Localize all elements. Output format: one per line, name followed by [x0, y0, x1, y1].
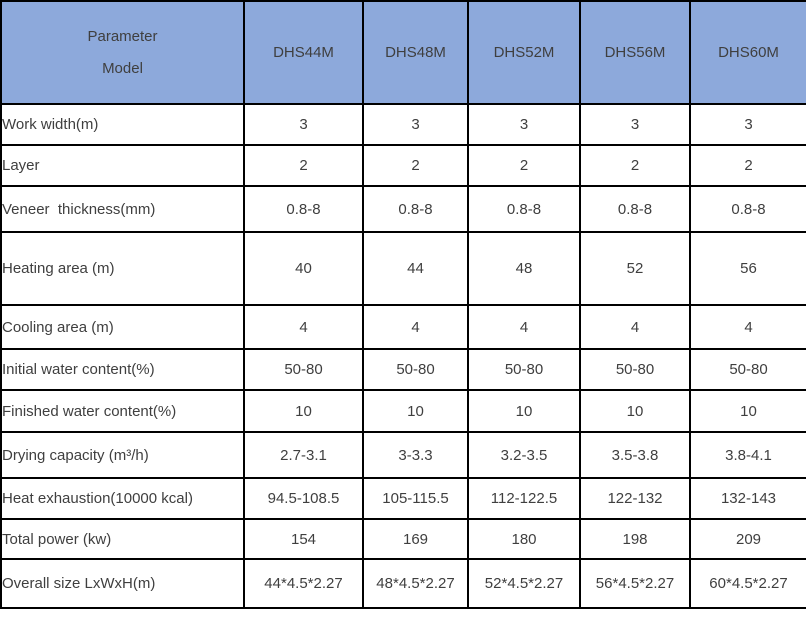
cell-value: 52 [579, 231, 691, 306]
row-label: Drying capacity (m³/h) [0, 431, 245, 479]
cell-value: 3 [243, 103, 364, 146]
cell-value: 169 [362, 518, 469, 560]
cell-value: 180 [467, 518, 581, 560]
cell-value: 3-3.3 [362, 431, 469, 479]
cell-value: 2 [579, 144, 691, 187]
table-row-heating-area: Heating area (m) 40 44 48 52 56 [0, 231, 806, 306]
cell-value: 50-80 [243, 348, 364, 391]
cell-value: 10 [579, 389, 691, 433]
cell-value: 132-143 [689, 477, 806, 520]
table-row-cooling-area: Cooling area (m) 4 4 4 4 4 [0, 304, 806, 350]
corner-parameter-label: Parameter [87, 27, 158, 45]
cell-value: 10 [467, 389, 581, 433]
cell-value: 10 [243, 389, 364, 433]
cell-value: 4 [362, 304, 469, 350]
cell-value: 10 [362, 389, 469, 433]
table-row-heat-exhaustion: Heat exhaustion(10000 kcal) 94.5-108.5 1… [0, 477, 806, 520]
table-header-row: Parameter Model DHS44M DHS48M DHS52M DHS… [0, 0, 806, 105]
model-header-dhs48m: DHS48M [362, 0, 469, 105]
cell-value: 3.8-4.1 [689, 431, 806, 479]
cell-value: 4 [579, 304, 691, 350]
cell-value: 44*4.5*2.27 [243, 558, 364, 609]
cell-value: 3 [579, 103, 691, 146]
cell-value: 122-132 [579, 477, 691, 520]
corner-stack: Parameter Model [3, 21, 242, 85]
cell-value: 56 [689, 231, 806, 306]
corner-model-label: Model [102, 59, 143, 77]
cell-value: 3 [467, 103, 581, 146]
row-label: Cooling area (m) [0, 304, 245, 350]
cell-value: 48 [467, 231, 581, 306]
row-label: Work width(m) [0, 103, 245, 146]
cell-value: 3 [689, 103, 806, 146]
cell-value: 3.2-3.5 [467, 431, 581, 479]
cell-value: 0.8-8 [689, 185, 806, 233]
cell-value: 198 [579, 518, 691, 560]
row-label: Veneer thickness(mm) [0, 185, 245, 233]
cell-value: 154 [243, 518, 364, 560]
row-label: Initial water content(%) [0, 348, 245, 391]
cell-value: 50-80 [689, 348, 806, 391]
cell-value: 94.5-108.5 [243, 477, 364, 520]
cell-value: 40 [243, 231, 364, 306]
cell-value: 2 [362, 144, 469, 187]
cell-value: 44 [362, 231, 469, 306]
cell-value: 0.8-8 [362, 185, 469, 233]
model-header-dhs60m: DHS60M [689, 0, 806, 105]
cell-value: 50-80 [579, 348, 691, 391]
corner-header-cell: Parameter Model [0, 0, 245, 105]
cell-value: 4 [467, 304, 581, 350]
row-label: Finished water content(%) [0, 389, 245, 433]
model-header-dhs52m: DHS52M [467, 0, 581, 105]
cell-value: 105-115.5 [362, 477, 469, 520]
cell-value: 48*4.5*2.27 [362, 558, 469, 609]
table-row-finished-water-content: Finished water content(%) 10 10 10 10 10 [0, 389, 806, 433]
cell-value: 60*4.5*2.27 [689, 558, 806, 609]
cell-value: 2 [467, 144, 581, 187]
cell-value: 4 [689, 304, 806, 350]
cell-value: 50-80 [362, 348, 469, 391]
cell-value: 10 [689, 389, 806, 433]
cell-value: 50-80 [467, 348, 581, 391]
cell-value: 0.8-8 [243, 185, 364, 233]
table-row-initial-water-content: Initial water content(%) 50-80 50-80 50-… [0, 348, 806, 391]
cell-value: 209 [689, 518, 806, 560]
model-header-dhs44m: DHS44M [243, 0, 364, 105]
cell-value: 0.8-8 [579, 185, 691, 233]
cell-value: 0.8-8 [467, 185, 581, 233]
table-row-overall-size: Overall size LxWxH(m) 44*4.5*2.27 48*4.5… [0, 558, 806, 609]
table-row-layer: Layer 2 2 2 2 2 [0, 144, 806, 187]
row-label: Total power (kw) [0, 518, 245, 560]
cell-value: 4 [243, 304, 364, 350]
cell-value: 56*4.5*2.27 [579, 558, 691, 609]
cell-value: 2.7-3.1 [243, 431, 364, 479]
cell-value: 3 [362, 103, 469, 146]
cell-value: 2 [243, 144, 364, 187]
model-header-dhs56m: DHS56M [579, 0, 691, 105]
table-row-work-width: Work width(m) 3 3 3 3 3 [0, 103, 806, 146]
row-label: Layer [0, 144, 245, 187]
cell-value: 3.5-3.8 [579, 431, 691, 479]
cell-value: 52*4.5*2.27 [467, 558, 581, 609]
table-row-veneer-thickness: Veneer thickness(mm) 0.8-8 0.8-8 0.8-8 0… [0, 185, 806, 233]
cell-value: 2 [689, 144, 806, 187]
spec-table: Parameter Model DHS44M DHS48M DHS52M DHS… [0, 0, 806, 609]
table-row-drying-capacity: Drying capacity (m³/h) 2.7-3.1 3-3.3 3.2… [0, 431, 806, 479]
table-row-total-power: Total power (kw) 154 169 180 198 209 [0, 518, 806, 560]
cell-value: 112-122.5 [467, 477, 581, 520]
row-label: Overall size LxWxH(m) [0, 558, 245, 609]
row-label: Heat exhaustion(10000 kcal) [0, 477, 245, 520]
row-label: Heating area (m) [0, 231, 245, 306]
